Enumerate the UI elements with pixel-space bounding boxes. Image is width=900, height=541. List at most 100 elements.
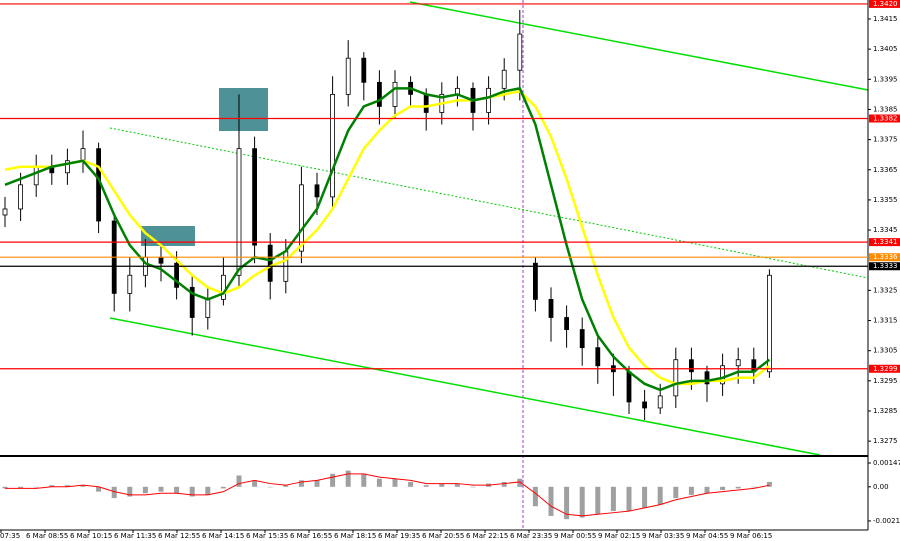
candle-body [704,371,710,385]
candle-body [564,317,569,330]
histogram-bar [688,486,694,495]
histogram-bar [49,485,55,487]
histogram-bar [330,473,336,487]
histogram-bar [174,486,180,494]
candle-body [314,184,320,198]
candle-body [158,256,164,264]
level-label-box [869,238,900,247]
y-tick-label: 0.00147 [873,459,900,467]
histogram-bar [766,481,772,487]
candle-body [18,184,24,210]
candle-body [361,57,367,83]
histogram-bar [158,486,164,492]
candle-body [423,93,429,113]
candle-body [642,401,647,409]
candle-body [720,365,725,385]
channel-lower [109,317,821,456]
candle-body [657,395,663,409]
histogram-bar [2,486,8,489]
histogram-bar [610,486,616,512]
y-tick-label: 1.3405 [873,45,898,53]
x-tick-label: 9 Mar 03:35 [642,532,684,540]
histogram-bar [80,485,86,487]
histogram-bar [564,486,570,520]
histogram-bar [595,486,601,515]
candle-body [517,33,523,71]
candle-body [767,274,772,373]
x-tick-label: 6 Mar 20:55 [422,532,464,540]
channel-mid [109,127,869,279]
zone-box [219,88,268,131]
candle-body [252,148,258,246]
candle-body [626,371,632,403]
level-label-box [869,364,900,373]
histogram-bar [470,486,476,488]
histogram-bar [657,486,663,505]
candle-body [376,81,382,107]
candle-body [65,160,70,174]
y-tick-label: -0.00211 [873,517,900,525]
level-label-box [869,253,900,262]
histogram-bar [579,486,585,518]
histogram-bar [220,486,226,489]
level-label: 1.3299 [873,365,898,373]
y-tick-label: 1.3295 [873,377,898,385]
moving-average [4,86,771,392]
candle-body [127,274,133,294]
histogram-bar [439,483,445,487]
histogram-bar [252,480,258,487]
y-tick-label: 1.3315 [873,317,898,325]
histogram-bar [205,486,211,495]
x-tick-label: 07:35 [0,532,20,540]
histogram-bar [408,481,414,487]
histogram-bar [392,478,398,487]
histogram-bar [64,485,70,487]
histogram-bar [532,486,538,507]
x-tick-label: 6 Mar 15:35 [246,532,288,540]
histogram-bar [642,486,648,508]
candle-body [735,359,741,367]
histogram-bar [735,486,741,489]
candle-body [236,148,242,276]
histogram-bar [314,480,320,487]
candle-body [205,299,211,318]
x-tick-label: 6 Mar 12:55 [158,532,200,540]
histogram-bar [267,486,273,488]
y-tick-label: 1.3395 [873,75,898,83]
histogram-bar [626,486,632,512]
candle-body [267,244,273,282]
candle-body [533,262,538,300]
level-label: 1.3336 [873,253,898,261]
candle-body [486,87,492,113]
y-tick-label: 1.3275 [873,437,898,445]
candle-body [673,359,679,397]
level-label-box [869,114,900,123]
histogram-bar [189,486,195,497]
y-tick-label: 1.3325 [873,286,898,294]
y-tick-label: 0.00 [873,483,889,491]
level-label: 1.3382 [873,114,898,122]
candle-body [33,166,39,186]
candle-body [579,329,585,349]
x-tick-label: 9 Mar 00:55 [554,532,596,540]
y-tick-label: 1.3305 [873,347,898,355]
histogram-bar [704,486,710,494]
y-tick-label: 1.3385 [873,105,898,113]
candle-body [330,93,336,198]
channel-upper [409,1,869,91]
moving-average [4,90,771,386]
histogram-bar [142,486,148,494]
histogram-bar [111,486,117,499]
x-tick-label: 9 Mar 02:15 [598,532,640,540]
candle-body [501,69,507,89]
histogram-bar [751,486,757,488]
x-tick-label: 9 Mar 06:15 [730,532,772,540]
level-label-box [869,0,900,8]
level-label: 1.3333 [873,262,898,270]
candle-body [392,81,398,107]
histogram-bar [298,480,304,487]
histogram-bar [423,485,429,487]
candle-body [548,299,554,318]
